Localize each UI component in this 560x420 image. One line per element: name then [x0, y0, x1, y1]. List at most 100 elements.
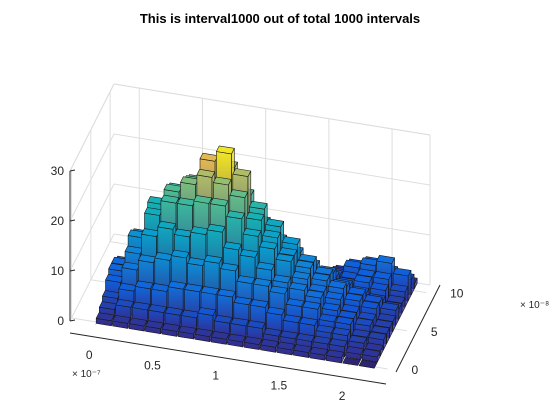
bar-top-face: [259, 240, 278, 250]
bar-top-face: [298, 253, 317, 263]
x-axis-line: [69, 332, 387, 385]
bar-top-face: [348, 334, 368, 344]
histogram-bar: [145, 320, 164, 335]
bar-top-face: [292, 270, 311, 280]
bar-top-face: [170, 249, 190, 259]
bar-top-face: [344, 292, 364, 302]
bar-top-face: [328, 338, 348, 348]
histogram-bar: [128, 317, 148, 332]
bar-top-face: [227, 333, 246, 343]
bar-top-face: [357, 311, 377, 321]
y-tick-label: 10: [450, 287, 464, 301]
histogram-bar: [178, 325, 197, 340]
bar-top-face: [230, 317, 249, 327]
grid-line-z-left: [69, 133, 115, 222]
histogram-bar: [227, 333, 246, 348]
bar-top-face: [226, 210, 245, 220]
z-tick-label: 0: [57, 314, 64, 328]
z-axis-tick: [69, 319, 76, 322]
bar-top-face: [223, 241, 242, 251]
bar-top-face: [308, 283, 328, 293]
bar-top-face: [377, 313, 396, 322]
bar-top-face: [233, 296, 253, 306]
bar-top-face: [193, 195, 213, 204]
bar-top-face: [213, 176, 232, 186]
histogram-bar: [345, 346, 365, 360]
bar-top-face: [318, 313, 338, 323]
bar-top-face: [380, 302, 400, 311]
bar-top-face: [324, 291, 344, 301]
bar-top-face: [196, 169, 216, 178]
bar-top-face: [229, 189, 248, 198]
x-tick-label: 2: [339, 389, 346, 403]
bar-top-face: [302, 300, 321, 310]
bar-top-face: [210, 330, 230, 340]
grid-line-z-back: [113, 133, 431, 186]
bar-top-face: [374, 319, 393, 329]
histogram-bar: [194, 328, 214, 343]
grid-line-z-left: [69, 233, 115, 322]
histogram-bar: [112, 314, 131, 329]
bar-top-face: [206, 223, 226, 233]
bar-top-face: [134, 280, 154, 290]
histogram-bar: [358, 359, 378, 369]
histogram-bar: [309, 346, 329, 361]
y-axis-exponent: × 10⁻⁸: [520, 300, 549, 311]
bar-top-face: [242, 228, 262, 237]
histogram-bar: [161, 322, 181, 337]
bar-top-face: [265, 218, 285, 228]
bar-top-face: [293, 344, 312, 353]
x-tick-label: 0: [86, 348, 93, 362]
box-edge: [113, 83, 431, 136]
x-axis-exponent: × 10⁻⁷: [72, 369, 101, 380]
bar-top-face: [288, 282, 308, 291]
bar-top-face: [376, 255, 395, 264]
bar-top-face: [262, 229, 281, 239]
bar-top-face: [325, 349, 345, 359]
bar-top-face: [203, 255, 223, 264]
bar-top-face: [239, 249, 259, 258]
histogram-bar: [95, 312, 115, 327]
bar-top-face: [220, 262, 239, 272]
bar-top-face: [314, 266, 334, 276]
bar-top-face: [246, 320, 266, 329]
bar-top-face: [216, 145, 235, 155]
bar-top-face: [266, 306, 286, 316]
bar-top-face: [184, 283, 203, 293]
bar-top-face: [197, 307, 217, 316]
bar-top-face: [194, 328, 214, 338]
bar-top-face: [131, 301, 151, 311]
bar-top-face: [236, 275, 256, 285]
z-axis-tick: [69, 169, 76, 172]
bar-top-face: [245, 212, 265, 221]
z-axis-tick: [69, 269, 76, 272]
grid-line-z-left: [69, 183, 115, 272]
histogram-bar: [243, 336, 263, 350]
bar-top-face: [360, 300, 380, 310]
bar-top-face: [335, 316, 354, 325]
box-edge: [69, 83, 115, 172]
bar-top-face: [315, 324, 335, 334]
bar-top-face: [272, 274, 292, 284]
bar-top-face: [128, 317, 148, 327]
bar-top-face: [115, 298, 134, 308]
bar-top-face: [232, 168, 252, 177]
bar-top-face: [249, 200, 268, 210]
z-tick-label: 30: [51, 164, 65, 178]
bar-top-face: [282, 314, 302, 324]
histogram-bar: [276, 341, 296, 356]
bar-top-face: [148, 304, 167, 313]
bar-top-face: [164, 306, 184, 316]
bar-top-face: [354, 317, 374, 327]
histogram-bar: [342, 357, 361, 366]
bar-top-face: [321, 302, 341, 312]
bar-top-face: [347, 286, 367, 296]
bar-top-face: [95, 312, 115, 322]
bar-top-face: [269, 285, 289, 295]
bar-top-face: [275, 253, 295, 263]
bar-top-face: [356, 268, 376, 278]
x-tick-label: 1.5: [271, 379, 288, 393]
bar-top-face: [358, 359, 378, 369]
